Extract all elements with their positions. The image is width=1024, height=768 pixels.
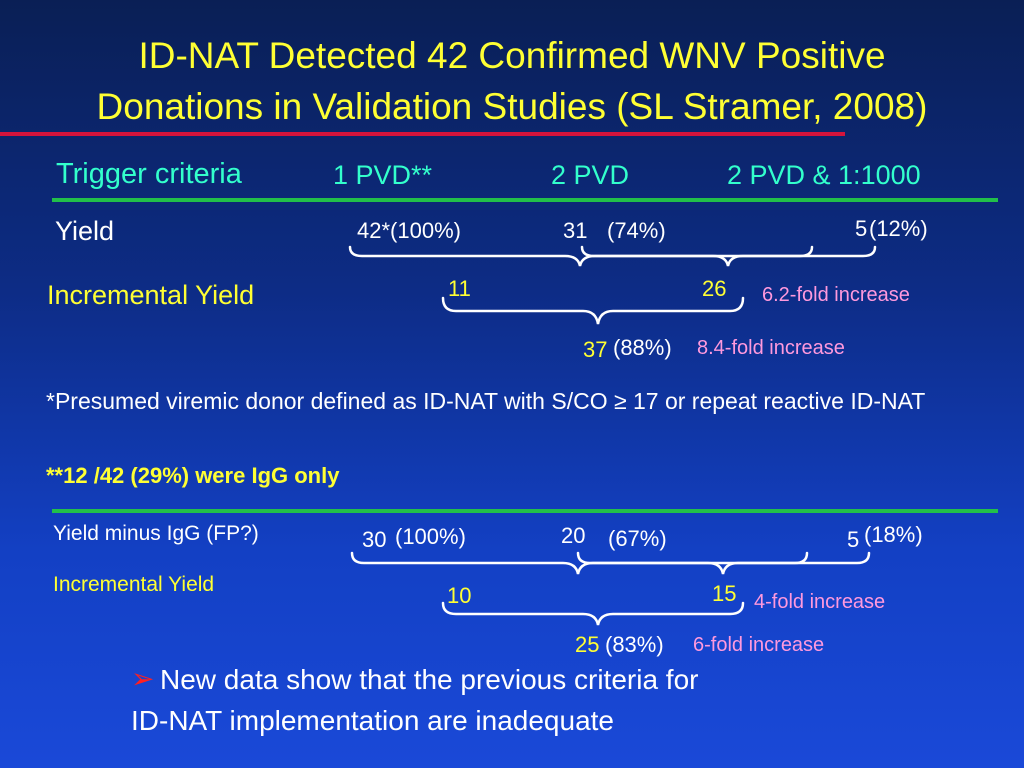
inc2-yield-b: 15 (712, 581, 737, 606)
yield-2pvd1000-value: 5 (855, 216, 868, 241)
brace-yield2-2-3 (576, 551, 871, 575)
col-2pvd-header: 2 PVD (551, 160, 630, 190)
yield2-1pvd-value: 30 (362, 527, 387, 552)
trigger-criteria-label: Trigger criteria (56, 158, 242, 190)
inc-yield-a: 11 (448, 276, 471, 301)
brace-yield-1-2 (348, 245, 814, 267)
yield2-2pvd-pct: (67%) (608, 526, 667, 551)
bullet-arrow-icon: ➢ (131, 663, 155, 694)
header-divider (52, 198, 998, 202)
slide-title: ID-NAT Detected 42 Confirmed WNV Positiv… (0, 30, 1024, 132)
inc2-yield-a: 10 (447, 583, 472, 608)
yield-2pvd-pct: (74%) (607, 218, 666, 243)
brace-incremental-total (441, 296, 745, 325)
footnote-presumed-viremic: *Presumed viremic donor defined as ID-NA… (46, 388, 926, 414)
inc2-yield-b-note: 4-fold increase (754, 591, 886, 613)
yield-minus-igg-label: Yield minus IgG (FP?) (53, 522, 259, 545)
inc-total-pct: (88%) (613, 335, 672, 360)
title-line-2: Donations in Validation Studies (SL Stra… (96, 86, 928, 127)
inc-total-note: 8.4-fold increase (697, 337, 845, 359)
conclusion-line-2: ID-NAT implementation are inadequate (131, 705, 614, 736)
incremental-yield2-label: Incremental Yield (53, 573, 215, 596)
inc2-total-value: 25 (575, 632, 600, 657)
title-line-1: ID-NAT Detected 42 Confirmed WNV Positiv… (138, 35, 886, 76)
inc-yield-b: 26 (702, 276, 727, 301)
col-1pvd-header: 1 PVD** (333, 160, 433, 190)
yield2-1pvd-pct: (100%) (395, 524, 466, 549)
yield2-2pvd1000-value: 5 (847, 527, 860, 552)
inc2-total-note: 6-fold increase (693, 634, 825, 656)
inc-total-value: 37 (583, 337, 608, 362)
title-underline (0, 132, 845, 136)
yield-2pvd-value: 31 (563, 218, 588, 243)
yield-label: Yield (55, 216, 115, 246)
footnote-igg-only: **12 /42 (29%) were IgG only (46, 463, 340, 488)
yield2-2pvd-value: 20 (561, 523, 586, 548)
brace-yield2-1-2 (350, 551, 809, 575)
brace-yield-2-3 (580, 245, 877, 267)
conclusion-line-1: New data show that the previous criteria… (160, 664, 699, 695)
brace-incremental2-total (441, 601, 745, 626)
col-2pvd-1000-header: 2 PVD & 1:1000 (727, 160, 921, 190)
yield-2pvd1000-pct: (12%) (869, 216, 928, 241)
inc2-total-pct: (83%) (605, 632, 664, 657)
yield2-2pvd1000-pct: (18%) (864, 522, 923, 547)
incremental-yield-label: Incremental Yield (47, 280, 255, 310)
section-divider (52, 509, 998, 513)
inc-yield-b-note: 6.2-fold increase (762, 284, 910, 306)
yield-1pvd: 42*(100%) (357, 218, 461, 243)
